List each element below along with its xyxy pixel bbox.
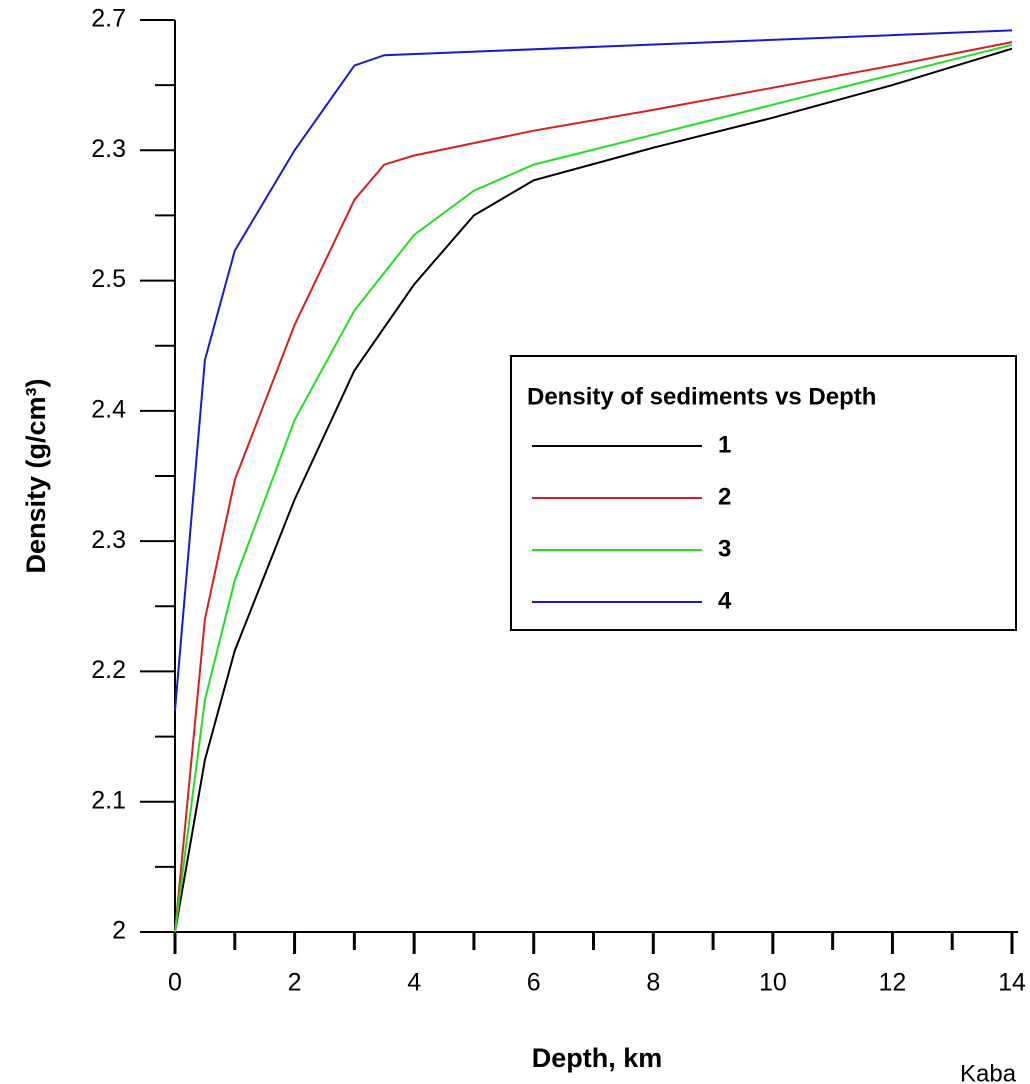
x-tick-label: 0	[168, 969, 182, 997]
x-tick-label: 12	[879, 969, 907, 997]
legend-title: Density of sediments vs Depth	[527, 383, 876, 410]
legend-label: 2	[718, 483, 731, 510]
series-line	[174, 29, 1013, 711]
y-tick-label: 2.2	[91, 656, 126, 684]
y-axis-label: Density (g/cm³)	[21, 378, 51, 573]
annotation: Kaba	[960, 1060, 1017, 1084]
x-tick-label: 8	[646, 969, 660, 997]
y-tick-label: 2.5	[91, 265, 126, 293]
legend-label: 4	[718, 587, 732, 614]
legend-box	[510, 355, 1017, 631]
x-tick-label: 6	[527, 969, 541, 997]
x-tick-label: 4	[407, 969, 421, 997]
y-tick-label: 2.4	[91, 395, 126, 423]
series-line	[174, 43, 1013, 933]
x-tick-label: 10	[759, 969, 787, 997]
legend-label: 3	[718, 535, 731, 562]
y-tick-label: 2.7	[91, 5, 126, 33]
y-tick-label: 2.3	[91, 526, 126, 554]
y-tick-label: 2	[112, 917, 126, 945]
y-tick-label: 2.1	[91, 786, 126, 814]
y-tick-label: 2.3	[91, 135, 126, 163]
x-tick-label: 14	[998, 969, 1026, 997]
x-tick-label: 2	[288, 969, 302, 997]
series-line	[174, 47, 1013, 933]
series-line	[174, 41, 1013, 933]
legend-label: 1	[718, 431, 731, 458]
x-axis-label: Depth, km	[532, 1043, 663, 1073]
